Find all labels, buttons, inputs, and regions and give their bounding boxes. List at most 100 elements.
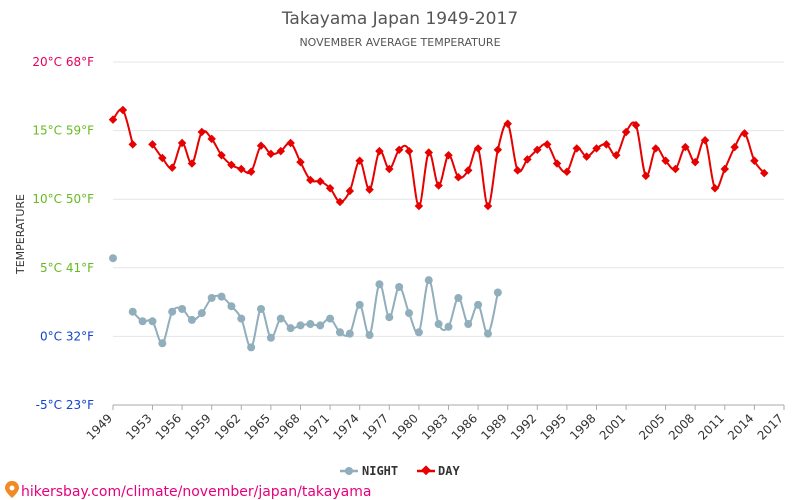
day-point[interactable] bbox=[394, 145, 404, 155]
night-point[interactable] bbox=[395, 283, 404, 292]
day-point[interactable] bbox=[345, 186, 355, 196]
day-point[interactable] bbox=[355, 156, 364, 166]
day-point[interactable] bbox=[493, 145, 503, 155]
day-point[interactable] bbox=[572, 144, 582, 153]
x-tick-label: 1959 bbox=[182, 411, 213, 442]
day-point[interactable] bbox=[315, 177, 325, 186]
day-point[interactable] bbox=[207, 134, 216, 144]
night-point[interactable] bbox=[217, 292, 226, 301]
day-point[interactable] bbox=[621, 127, 631, 137]
day-point[interactable] bbox=[720, 164, 730, 174]
day-point[interactable] bbox=[276, 146, 285, 156]
night-point[interactable] bbox=[335, 328, 344, 337]
day-point[interactable] bbox=[296, 157, 305, 167]
night-point[interactable] bbox=[434, 320, 443, 329]
night-point[interactable] bbox=[109, 254, 117, 263]
night-point[interactable] bbox=[355, 300, 364, 309]
legend-day[interactable]: DAY bbox=[417, 464, 460, 478]
night-point[interactable] bbox=[247, 343, 256, 352]
footer-link[interactable]: hikersbay.com/climate/november/japan/tak… bbox=[21, 484, 371, 500]
night-point[interactable] bbox=[424, 276, 433, 285]
night-point[interactable] bbox=[266, 333, 275, 342]
day-point[interactable] bbox=[651, 144, 660, 153]
day-point[interactable] bbox=[365, 185, 374, 194]
night-point[interactable] bbox=[187, 315, 196, 324]
night-series-line bbox=[132, 279, 499, 349]
night-point[interactable] bbox=[296, 321, 305, 330]
day-point[interactable] bbox=[463, 166, 473, 175]
day-point[interactable] bbox=[256, 141, 266, 150]
day-point[interactable] bbox=[187, 159, 197, 168]
day-point[interactable] bbox=[177, 138, 187, 148]
night-point[interactable] bbox=[493, 288, 502, 297]
night-point[interactable] bbox=[286, 324, 295, 333]
night-point[interactable] bbox=[237, 314, 246, 323]
day-point[interactable] bbox=[197, 127, 207, 137]
x-tick-label: 1995 bbox=[538, 411, 569, 442]
day-point[interactable] bbox=[148, 140, 157, 149]
night-point[interactable] bbox=[345, 329, 354, 338]
day-point[interactable] bbox=[730, 142, 739, 152]
night-point[interactable] bbox=[227, 302, 236, 311]
night-point[interactable] bbox=[197, 309, 206, 318]
night-point[interactable] bbox=[326, 314, 335, 323]
day-point[interactable] bbox=[375, 146, 384, 156]
day-point[interactable] bbox=[335, 197, 345, 207]
night-point[interactable] bbox=[306, 320, 315, 329]
night-point[interactable] bbox=[464, 320, 473, 329]
day-point[interactable] bbox=[404, 146, 414, 156]
day-point[interactable] bbox=[434, 181, 443, 190]
night-point[interactable] bbox=[474, 300, 483, 309]
day-point[interactable] bbox=[167, 163, 177, 172]
night-point[interactable] bbox=[276, 314, 285, 323]
day-point[interactable] bbox=[266, 149, 276, 159]
day-point[interactable] bbox=[503, 119, 512, 128]
day-point[interactable] bbox=[108, 115, 118, 124]
day-point[interactable] bbox=[750, 156, 759, 166]
x-tick-label: 2008 bbox=[666, 411, 697, 442]
night-point[interactable] bbox=[138, 317, 147, 326]
day-point[interactable] bbox=[454, 173, 463, 182]
day-point[interactable] bbox=[237, 164, 246, 174]
day-point[interactable] bbox=[227, 160, 236, 170]
night-point[interactable] bbox=[128, 307, 137, 316]
night-point[interactable] bbox=[414, 328, 423, 337]
night-point[interactable] bbox=[158, 339, 167, 348]
day-point[interactable] bbox=[306, 175, 315, 185]
day-point[interactable] bbox=[217, 151, 226, 160]
y-tick-label: 20°C 68°F bbox=[32, 55, 94, 69]
x-tick-label: 1956 bbox=[153, 411, 184, 442]
night-point[interactable] bbox=[385, 313, 394, 322]
legend-night[interactable]: NIGHT bbox=[340, 464, 398, 478]
night-point[interactable] bbox=[148, 317, 157, 326]
night-point[interactable] bbox=[454, 293, 463, 302]
night-point[interactable] bbox=[257, 304, 266, 313]
day-point[interactable] bbox=[158, 153, 167, 163]
night-point[interactable] bbox=[168, 307, 177, 316]
legend[interactable]: NIGHT DAY bbox=[340, 464, 460, 478]
night-point[interactable] bbox=[207, 293, 216, 302]
day-point[interactable] bbox=[118, 105, 128, 115]
day-point[interactable] bbox=[246, 167, 256, 177]
footer[interactable]: hikersbay.com/climate/november/japan/tak… bbox=[5, 481, 371, 500]
day-point[interactable] bbox=[513, 166, 522, 175]
day-point[interactable] bbox=[424, 148, 434, 157]
night-point[interactable] bbox=[316, 321, 325, 330]
day-point[interactable] bbox=[325, 183, 335, 193]
day-point[interactable] bbox=[414, 201, 424, 211]
day-point[interactable] bbox=[562, 167, 572, 177]
night-point[interactable] bbox=[365, 331, 374, 340]
night-point[interactable] bbox=[444, 322, 453, 331]
day-point[interactable] bbox=[671, 164, 680, 174]
night-point[interactable] bbox=[483, 329, 492, 338]
x-tick-label: 2001 bbox=[597, 411, 628, 442]
day-point[interactable] bbox=[473, 144, 483, 153]
day-point[interactable] bbox=[286, 138, 295, 148]
day-point[interactable] bbox=[128, 140, 137, 149]
day-point[interactable] bbox=[483, 201, 493, 211]
day-point[interactable] bbox=[444, 151, 453, 160]
day-point[interactable] bbox=[385, 164, 394, 174]
night-point[interactable] bbox=[405, 309, 414, 318]
night-point[interactable] bbox=[375, 280, 384, 289]
night-point[interactable] bbox=[178, 304, 187, 313]
